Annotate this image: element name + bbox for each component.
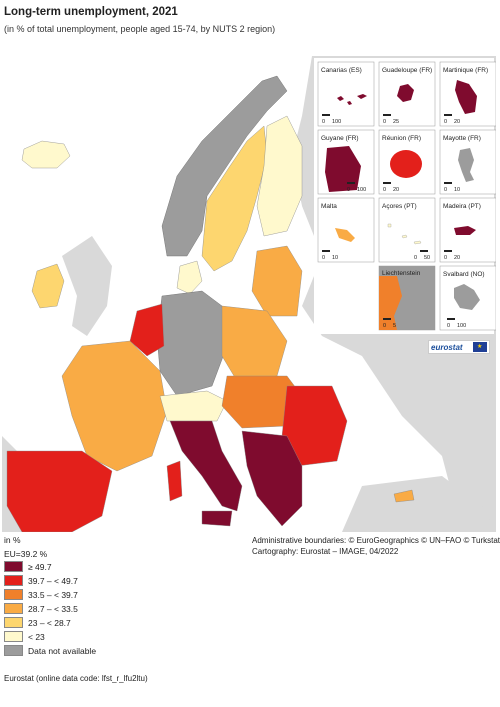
- eurostat-logo-text: eurostat: [431, 342, 463, 352]
- inset-scale-end: 100: [332, 119, 341, 125]
- region-norway: [161, 75, 288, 257]
- inset-malta: Malta 0 10: [317, 197, 375, 263]
- legend-item: 28.7 – < 33.5: [4, 602, 96, 615]
- non-eu-land-uk: [62, 236, 112, 336]
- inset-madeira: Madeira (PT) 0 20: [439, 197, 496, 263]
- inset-label: Martinique (FR): [443, 67, 488, 74]
- inset-scale-end: 10: [454, 187, 460, 193]
- region-ireland: [31, 263, 65, 309]
- europe-map: Canarias (ES) 0 100 Guadeloupe (FR) 0 25…: [2, 56, 496, 532]
- legend-item: 33.5 – < 39.7: [4, 588, 96, 601]
- legend-swatch: [4, 631, 23, 642]
- inset-label: Açores (PT): [382, 203, 417, 210]
- eurostat-logo: eurostat: [428, 340, 490, 354]
- region-alps: [159, 390, 228, 422]
- legend-swatch: [4, 575, 23, 586]
- inset-martinique: Martinique (FR) 0 20: [439, 61, 496, 127]
- credits-boundaries: Administrative boundaries: © EuroGeograp…: [252, 536, 500, 545]
- inset-scale-end: 20: [454, 255, 460, 261]
- legend-item: 39.7 – < 49.7: [4, 574, 96, 587]
- legend-swatch: [4, 603, 23, 614]
- inset-scale-start: 0: [383, 119, 386, 125]
- inset-label: Guyane (FR): [321, 135, 359, 142]
- inset-scale-end: 20: [393, 187, 399, 193]
- inset-scale-start: 0: [444, 187, 447, 193]
- region-finland: [256, 115, 303, 237]
- region-france: [61, 340, 168, 472]
- inset-scale-end: 50: [424, 255, 430, 261]
- legend-label: ≥ 49.7: [28, 561, 52, 572]
- inset-scale-start: 0: [444, 119, 447, 125]
- legend-label: 28.7 – < 33.5: [28, 603, 78, 614]
- inset-label: Réunion (FR): [382, 135, 421, 142]
- region-italy: [169, 420, 243, 512]
- region-denmark: [176, 260, 203, 295]
- region-baltics: [251, 245, 303, 317]
- legend-item: Data not available: [4, 644, 96, 657]
- inset-scale-start: 0: [347, 187, 350, 193]
- inset-label: Madeira (PT): [443, 203, 481, 210]
- region-benelux: [129, 303, 165, 357]
- region-cyprus: [393, 489, 415, 503]
- legend-swatch: [4, 561, 23, 572]
- inset-label: Liechtenstein: [382, 270, 421, 277]
- inset-scale-start: 0: [322, 119, 325, 125]
- non-eu-land-turkey: [342, 476, 496, 532]
- map-subtitle: (in % of total unemployment, people aged…: [4, 24, 276, 34]
- legend-label: 33.5 – < 39.7: [28, 589, 78, 600]
- legend-label: 23 – < 28.7: [28, 617, 71, 628]
- eu-flag-icon: [473, 342, 487, 352]
- europe-map-svg: Canarias (ES) 0 100 Guadeloupe (FR) 0 25…: [2, 56, 496, 532]
- source-note: Eurostat (online data code: lfst_r_lfu2l…: [4, 674, 148, 683]
- legend-label: 39.7 – < 49.7: [28, 575, 78, 586]
- inset-reunion: Réunion (FR) 0 20: [378, 129, 436, 195]
- legend-swatch: [4, 589, 23, 600]
- legend-swatch: [4, 617, 23, 628]
- inset-scale-end: 5: [393, 323, 396, 329]
- legend-item: < 23: [4, 630, 96, 643]
- inset-scale-start: 0: [414, 255, 417, 261]
- legend-label: < 23: [28, 631, 45, 642]
- inset-label: Canarias (ES): [321, 67, 362, 74]
- inset-scale-start: 0: [383, 187, 386, 193]
- credits: Administrative boundaries: © EuroGeograp…: [252, 535, 500, 557]
- inset-label: Svalbard (NO): [443, 271, 485, 278]
- inset-scale-end: 25: [393, 119, 399, 125]
- legend-swatch: [4, 645, 23, 656]
- region-iberia: [6, 450, 113, 532]
- region-balkans-greece: [241, 430, 303, 527]
- inset-label: Guadeloupe (FR): [382, 67, 432, 74]
- inset-guadeloupe: Guadeloupe (FR) 0 25: [378, 61, 436, 127]
- map-title: Long-term unemployment, 2021: [4, 6, 178, 18]
- inset-svalbard: Svalbard (NO) 0 100: [439, 265, 496, 331]
- inset-label: Malta: [321, 203, 337, 210]
- region-sardinia: [166, 460, 183, 502]
- inset-scale-start: 0: [447, 323, 450, 329]
- inset-label: Mayotte (FR): [443, 135, 481, 142]
- credits-cartography: Cartography: Eurostat – IMAGE, 04/2022: [252, 547, 399, 556]
- legend-eu-average: EU=39.2 %: [4, 549, 48, 559]
- region-iceland: [21, 140, 71, 169]
- inset-scale-end: 10: [332, 255, 338, 261]
- inset-scale-start: 0: [322, 255, 325, 261]
- legend: ≥ 49.7 39.7 – < 49.7 33.5 – < 39.7 28.7 …: [4, 560, 96, 658]
- inset-scale-start: 0: [383, 323, 386, 329]
- inset-guyane: Guyane (FR) 0 100: [317, 129, 375, 195]
- legend-label: Data not available: [28, 645, 97, 656]
- inset-mayotte: Mayotte (FR) 0 10: [439, 129, 496, 195]
- inset-canarias: Canarias (ES) 0 100: [317, 61, 375, 127]
- inset-scale-end: 100: [457, 323, 466, 329]
- legend-item: ≥ 49.7: [4, 560, 96, 573]
- inset-acores: Açores (PT) 0 50: [378, 197, 436, 263]
- legend-item: 23 – < 28.7: [4, 616, 96, 629]
- inset-scale-start: 0: [444, 255, 447, 261]
- legend-unit: in %: [4, 535, 21, 545]
- inset-scale-end: 20: [454, 119, 460, 125]
- region-sweden: [201, 125, 268, 272]
- region-sicily: [201, 510, 233, 527]
- inset-scale-end: 100: [357, 187, 366, 193]
- inset-liechtenstein: Liechtenstein 0 5: [378, 265, 436, 331]
